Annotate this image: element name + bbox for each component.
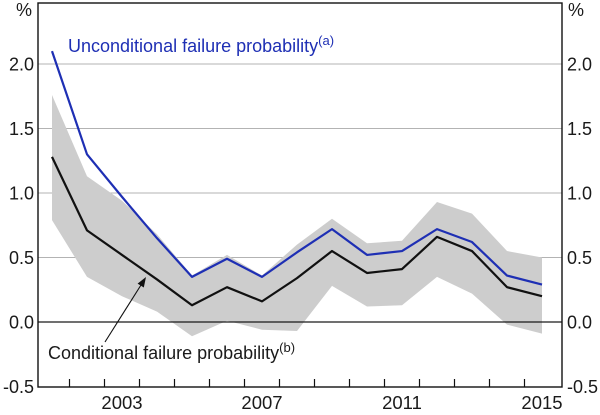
unconditional-line: [50, 50, 543, 286]
series-label-conditional: Conditional failure probability(b): [48, 340, 295, 363]
confidence-band-area: [52, 94, 542, 337]
y-axis-label-right: 0.0: [567, 313, 592, 333]
y-axis-label-right: 0.5: [567, 248, 592, 268]
percent-label-left: %: [16, 0, 32, 20]
x-axis-labels: 2003 2007 2011 2015: [101, 392, 562, 413]
y-axis-labels-left: 2.0 1.5 1.0 0.5 0.0 -0.5: [3, 55, 34, 398]
y-axis-label-left: 2.0: [9, 55, 34, 75]
plot-frame: [37, 2, 563, 388]
x-axis-label: 2007: [241, 392, 282, 413]
confidence-band: [52, 94, 542, 337]
series-label-unconditional-superscript: (a): [318, 33, 334, 48]
y-axis-label-left: 1.0: [9, 184, 34, 204]
annotation-arrow: [104, 277, 146, 343]
conditional-line: [51, 156, 543, 307]
series-label-unconditional-text: Unconditional failure probability: [68, 36, 318, 56]
y-axis-label-right: 1.0: [567, 184, 592, 204]
y-axis-labels-right: 2.0 1.5 1.0 0.5 0.0 -0.5: [567, 55, 598, 398]
y-axis-label-left: -0.5: [3, 377, 34, 397]
y-axis-label-right: 2.0: [567, 55, 592, 75]
series-label-conditional-text: Conditional failure probability: [48, 343, 279, 363]
y-axis-label-left: 1.5: [9, 119, 34, 139]
series-label-conditional-superscript: (b): [279, 340, 295, 355]
series-lines: [50, 50, 543, 307]
x-axis-ticks: [68, 379, 526, 387]
y-axis-label-right: 1.5: [567, 119, 592, 139]
frame-rect: [37, 2, 563, 388]
percent-label-right: %: [568, 0, 584, 20]
y-axis-label-right: -0.5: [567, 377, 598, 397]
x-axis-label: 2015: [521, 392, 562, 413]
x-axis-label: 2003: [101, 392, 142, 413]
y-axis-label-left: 0.5: [9, 248, 34, 268]
y-axis-label-left: 0.0: [9, 313, 34, 333]
x-axis-label: 2011: [382, 392, 422, 413]
series-label-unconditional: Unconditional failure probability(a): [68, 33, 334, 56]
